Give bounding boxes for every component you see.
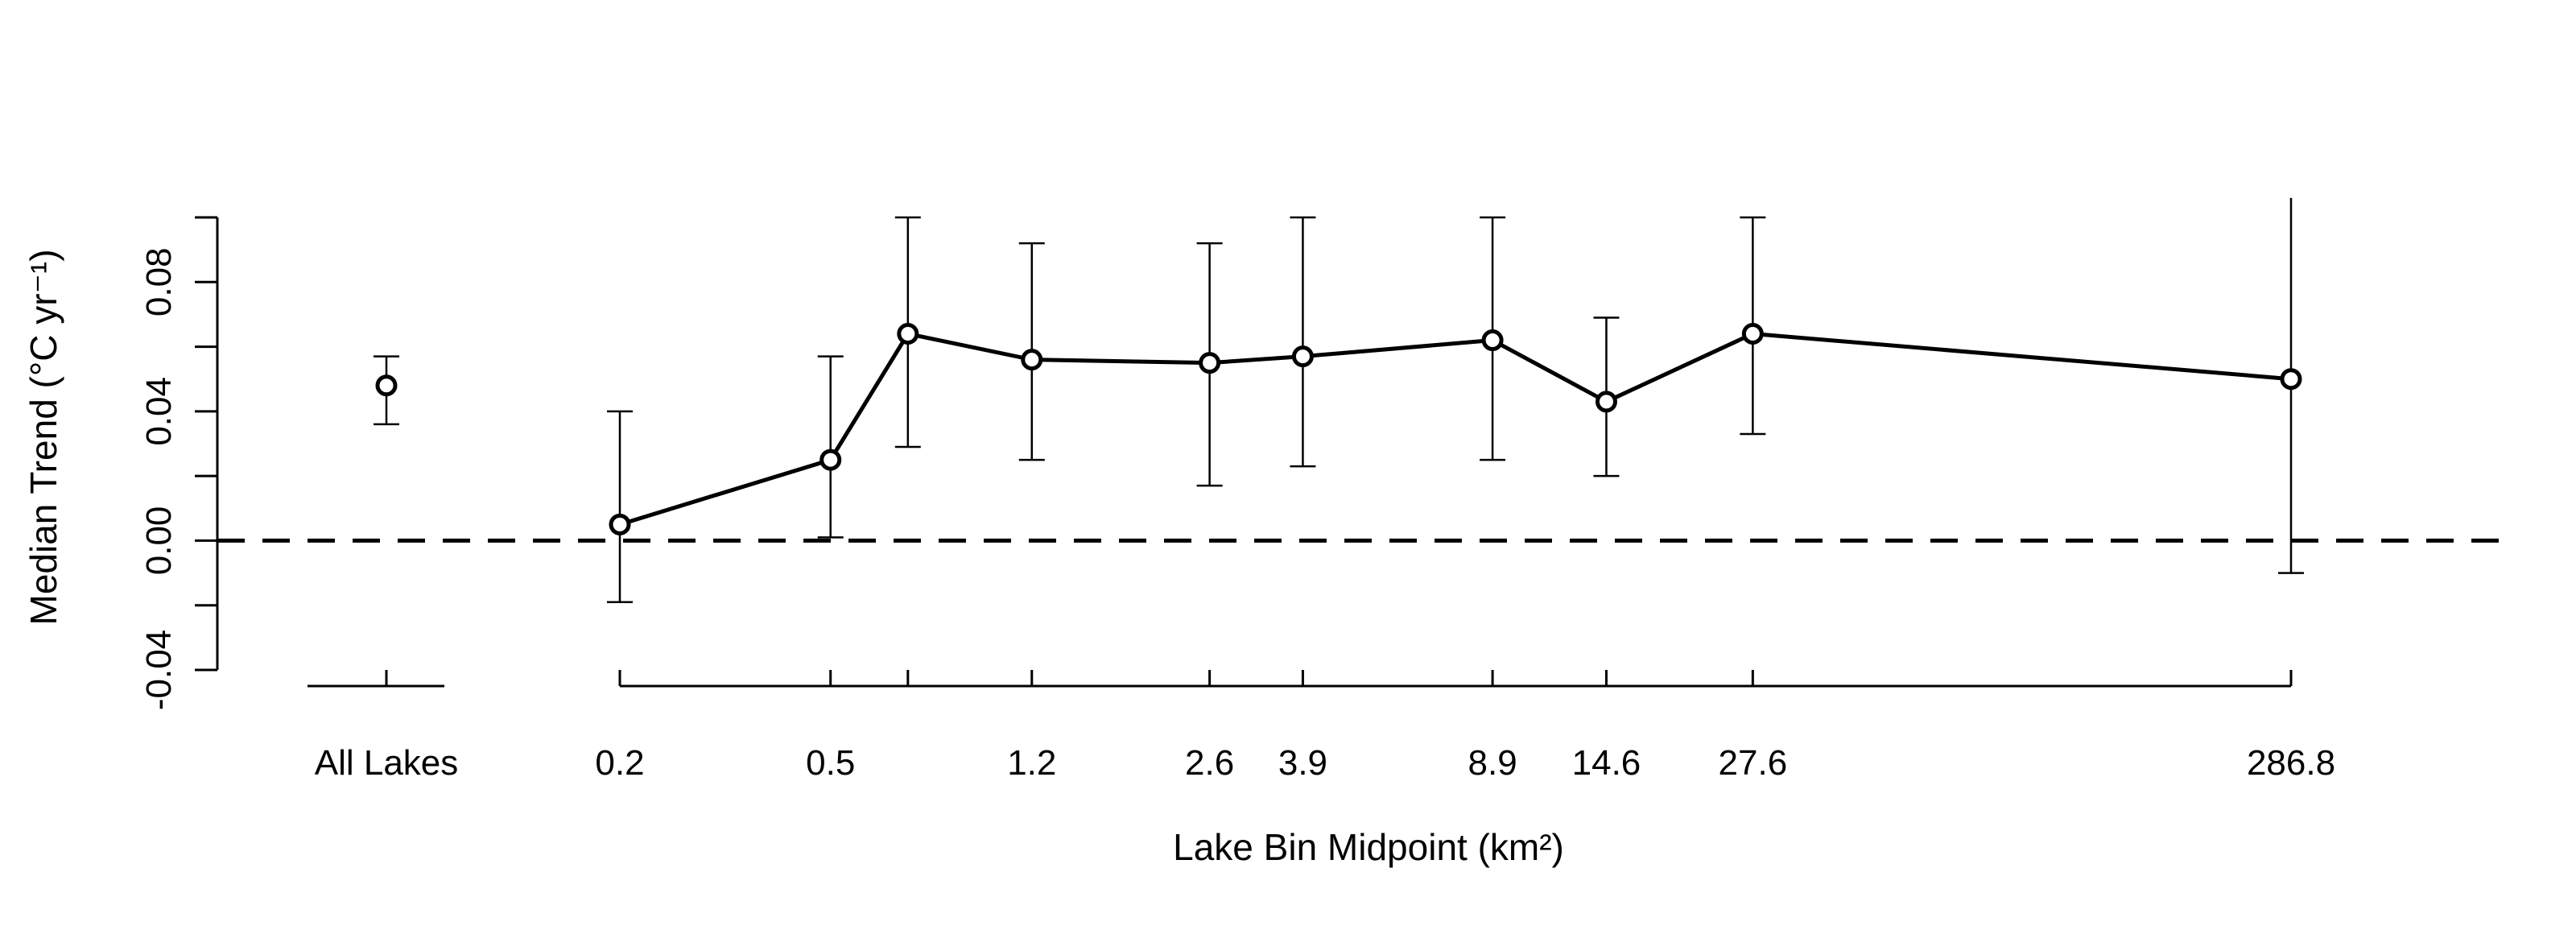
x-tick-label: 1.2 — [1007, 743, 1056, 783]
data-points — [375, 323, 2302, 535]
y-tick-label: 0.04 — [139, 377, 179, 446]
data-point — [2280, 368, 2302, 391]
all-lakes-point — [375, 374, 398, 397]
series-line — [619, 332, 2292, 527]
median-trend-line — [619, 332, 2292, 527]
y-axis-label: Median Trend (°C yr⁻¹) — [23, 249, 64, 625]
data-point — [1199, 352, 1221, 374]
data-point — [897, 323, 919, 345]
data-point — [1291, 345, 1314, 368]
y-axis: -0.04 0.00 0.04 0.08 — [139, 216, 219, 710]
y-tick-label: 0.00 — [139, 506, 179, 576]
data-point — [1595, 391, 1617, 413]
y-tick-label: 0.08 — [139, 247, 179, 316]
data-point — [819, 449, 842, 471]
data-point — [1021, 349, 1043, 371]
x-tick-label: 0.2 — [595, 743, 644, 783]
y-tick-label: -0.04 — [139, 630, 179, 710]
x-tick-label: 8.9 — [1468, 743, 1517, 783]
x-tick-label: 0.5 — [806, 743, 855, 783]
x-tick-label: 14.6 — [1572, 743, 1641, 783]
x-tick-label: 2.6 — [1185, 743, 1234, 783]
x-tick-label: 27.6 — [1719, 743, 1788, 783]
x-tick-label: 286.8 — [2247, 743, 2335, 783]
data-point — [1741, 323, 1764, 345]
data-point — [609, 513, 631, 535]
x-axis-label: Lake Bin Midpoint (km²) — [1173, 826, 1564, 868]
error-bars — [374, 197, 2304, 603]
data-point — [1481, 329, 1504, 352]
x-axis: All Lakes 0.2 0.5 1.2 2.6 3.9 8.9 14.6 27.6 286.8 — [308, 670, 2335, 783]
x-tick-label-all-lakes: All Lakes — [315, 743, 459, 783]
x-tick-label: 3.9 — [1278, 743, 1327, 783]
